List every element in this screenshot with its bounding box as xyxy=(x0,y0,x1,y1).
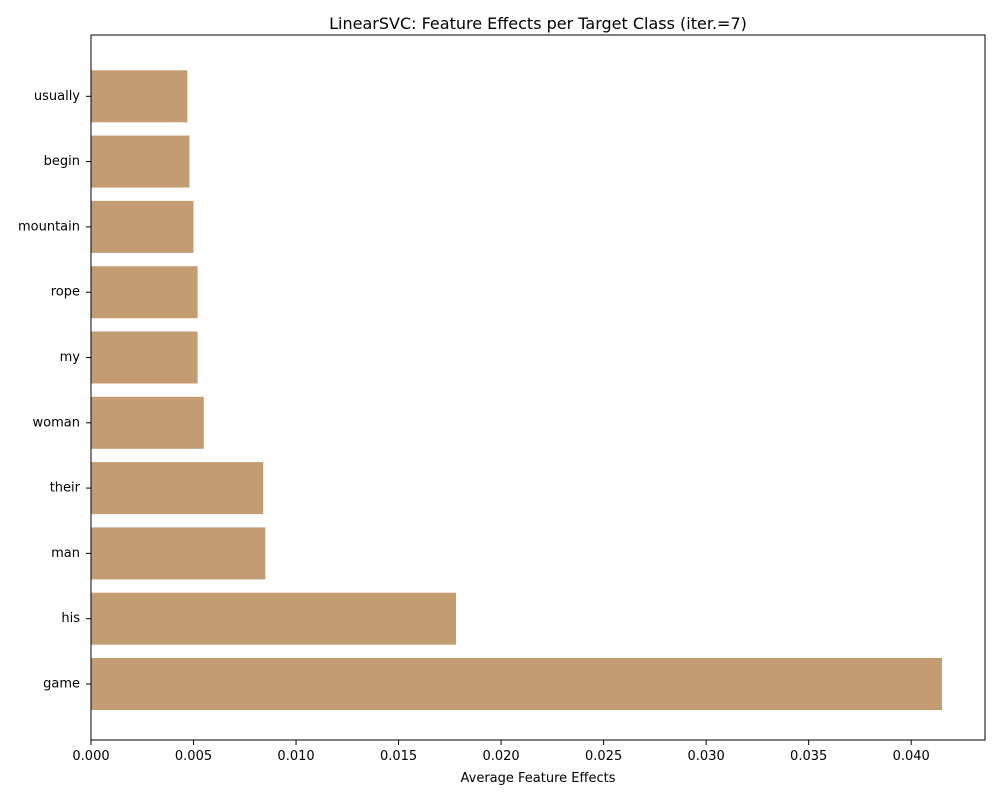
x-tick-label: 0.030 xyxy=(688,749,725,764)
y-tick-label: my xyxy=(60,350,81,365)
bar-begin xyxy=(91,135,190,188)
x-tick-label: 0.020 xyxy=(482,749,519,764)
chart-title: LinearSVC: Feature Effects per Target Cl… xyxy=(329,14,747,33)
y-tick-label: game xyxy=(43,677,80,692)
y-tick-label: woman xyxy=(33,415,80,430)
x-tick-label: 0.000 xyxy=(72,749,109,764)
x-tick-label: 0.015 xyxy=(380,749,417,764)
y-tick-label: man xyxy=(51,546,80,561)
bar-usually xyxy=(91,70,188,123)
bar-their xyxy=(91,462,264,515)
x-axis-label: Average Feature Effects xyxy=(461,771,616,786)
y-tick-label: rope xyxy=(51,285,80,300)
x-axis: 0.000 0.005 0.010 0.015 0.020 0.025 0.030 0.035… xyxy=(72,740,930,764)
y-tick-label: mountain xyxy=(18,219,80,234)
bar-mountain xyxy=(91,200,194,253)
x-tick-label: 0.035 xyxy=(790,749,827,764)
y-tick-label: their xyxy=(50,481,81,496)
y-tick-label: his xyxy=(61,611,80,626)
bar-his xyxy=(91,592,456,645)
x-tick-label: 0.005 xyxy=(175,749,212,764)
x-tick-label: 0.025 xyxy=(585,749,622,764)
bar-rope xyxy=(91,266,198,319)
y-axis: game his man their woman my rope mountain begin u… xyxy=(18,89,91,692)
x-tick-label: 0.010 xyxy=(277,749,314,764)
bar-man xyxy=(91,527,266,580)
y-tick-label: usually xyxy=(34,89,80,104)
x-tick-label: 0.040 xyxy=(893,749,930,764)
bars-group xyxy=(91,70,942,710)
y-tick-label: begin xyxy=(44,154,80,169)
bar-my xyxy=(91,331,198,384)
bar-game xyxy=(91,658,942,710)
bar-woman xyxy=(91,396,204,449)
plot-frame xyxy=(90,34,986,741)
